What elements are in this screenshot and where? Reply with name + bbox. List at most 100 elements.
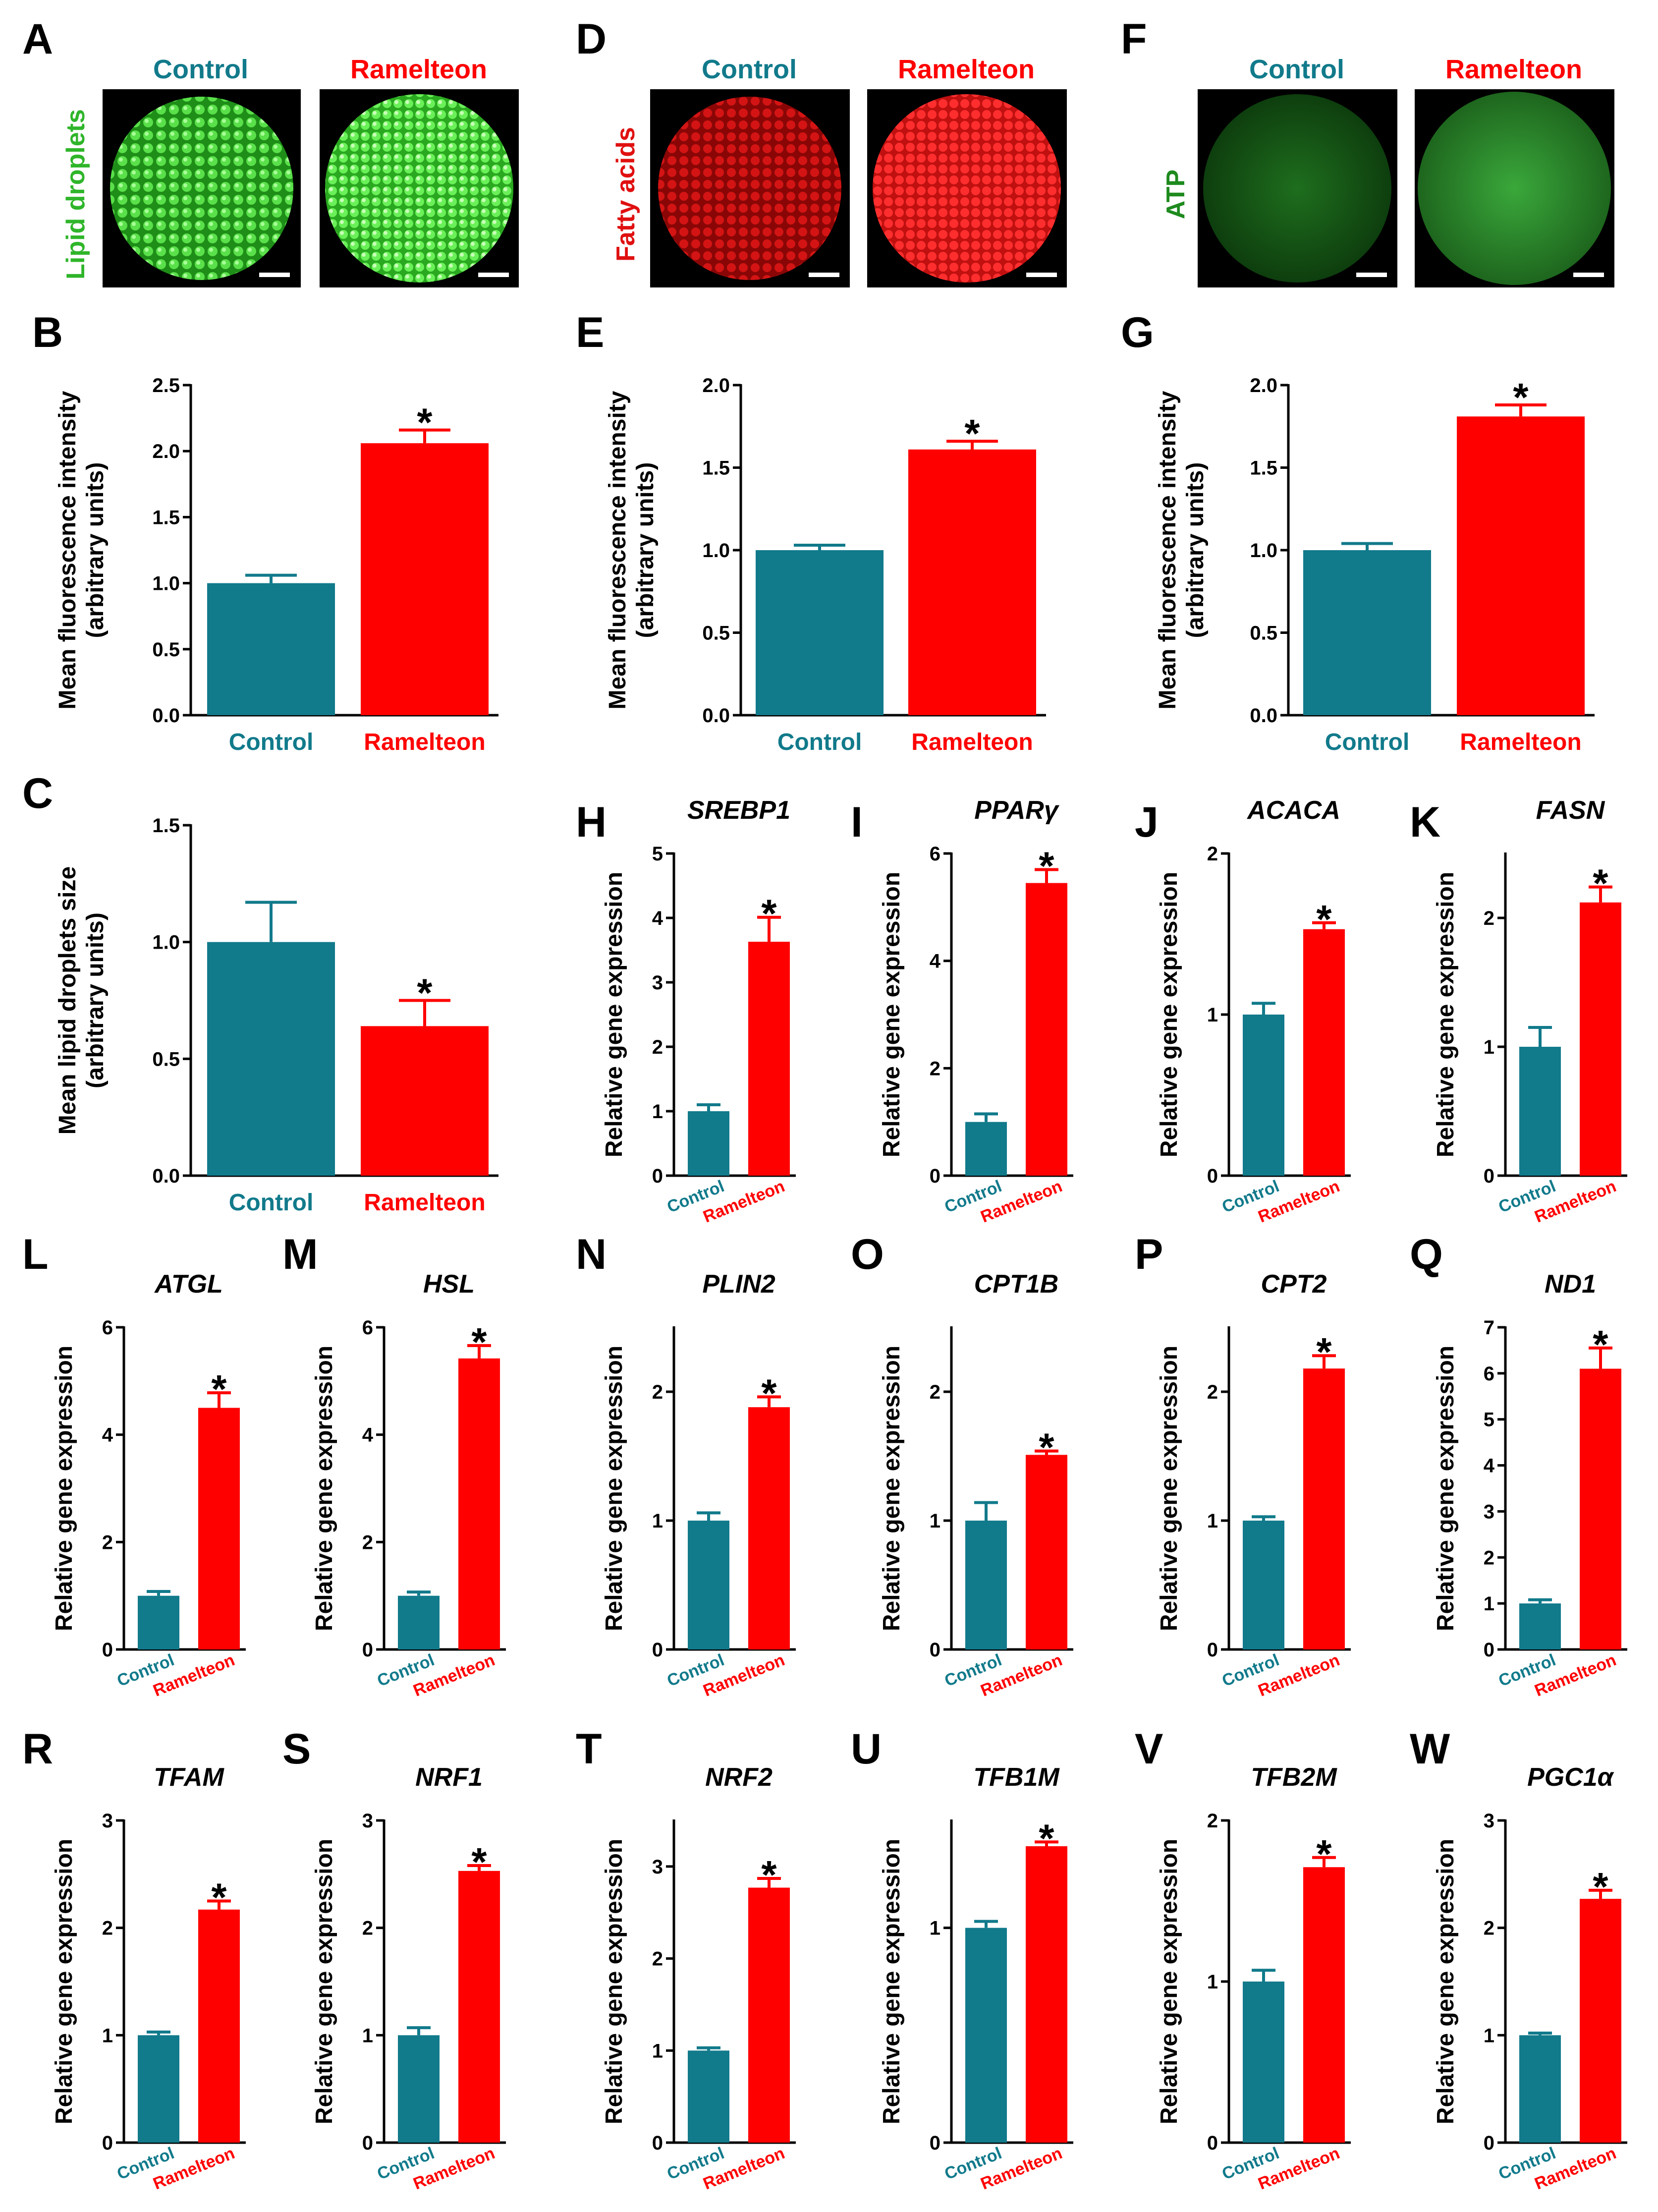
y-axis-label: Relative gene expression — [601, 1839, 627, 2124]
bar-ramelteon — [198, 1408, 240, 1649]
y-tick-label: 1.5 — [152, 815, 180, 837]
y-tick-label: 1 — [652, 1510, 663, 1532]
chart-panel-e: E Mean fluorescence intensity (arbitrary u… — [576, 309, 1046, 755]
bar-ramelteon — [908, 449, 1036, 715]
chart-title: ATGL — [154, 1270, 223, 1299]
image-title-control: Control — [1249, 55, 1344, 84]
x-category-label: Ramelteon — [364, 729, 485, 755]
panel-label-w: W — [1410, 1725, 1450, 1773]
bar-control — [965, 1122, 1007, 1176]
y-tick-label: 2 — [652, 1948, 663, 1970]
stain-label-lipid-droplets: Lipid droplets — [61, 109, 90, 280]
bar-control — [1303, 550, 1431, 715]
significance-marker: * — [761, 892, 777, 936]
chart-title: TFB1M — [973, 1763, 1060, 1792]
y-tick-label: 2 — [652, 1036, 663, 1058]
stain-label-fatty-acids: Fatty acids — [611, 127, 640, 262]
y-tick-label: 2 — [362, 1531, 373, 1553]
y-tick-label: 0 — [1207, 2132, 1218, 2154]
bar-ramelteon — [1303, 1368, 1345, 1649]
y-axis-label: Relative gene expression — [601, 872, 627, 1157]
y-tick-label: 6 — [930, 843, 940, 865]
significance-marker: * — [417, 400, 433, 445]
y-axis-label: Relative gene expression — [311, 1839, 337, 2124]
y-axis-label: Relative gene expression — [311, 1346, 337, 1631]
y-tick-label: 2 — [1484, 1918, 1494, 1939]
chart-panel-g: G Mean fluorescence intensity (arbitrary u… — [1121, 309, 1595, 755]
chart-title: CPT1B — [974, 1270, 1058, 1299]
bar-ramelteon — [1303, 1867, 1345, 2143]
bar-control — [756, 550, 884, 715]
chart-title: PPARγ — [974, 796, 1060, 825]
panel-label-p: P — [1135, 1231, 1163, 1278]
y-tick-label: 3 — [652, 1856, 663, 1878]
y-tick-label: 0.0 — [702, 705, 730, 727]
bar-ramelteon — [1457, 416, 1585, 715]
y-tick-label: 0 — [102, 1639, 113, 1661]
y-axis-label: (arbitrary units) — [1182, 462, 1209, 638]
y-axis-label: (arbitrary units) — [632, 462, 659, 638]
oocyte-control-lipid — [110, 97, 293, 280]
y-axis-label: Relative gene expression — [879, 1346, 905, 1631]
bar-control — [688, 2050, 729, 2143]
stain-label-atp: ATP — [1161, 170, 1190, 219]
y-tick-label: 4 — [1484, 1455, 1495, 1477]
y-tick-label: 0 — [652, 1165, 663, 1187]
significance-marker: * — [1316, 897, 1332, 941]
bar-ramelteon — [361, 443, 489, 715]
image-title-control: Control — [153, 55, 248, 84]
scale-bar — [809, 273, 839, 277]
y-axis-label: Mean fluorescence intensity — [55, 391, 81, 709]
bar-control — [965, 1928, 1007, 2143]
x-category-label: Control — [777, 729, 862, 755]
bar-control — [1519, 1047, 1561, 1176]
panel-label-h: H — [576, 798, 607, 846]
panel-label-d: D — [576, 15, 607, 63]
chart-title: TFB2M — [1251, 1763, 1337, 1792]
scale-bar — [1026, 273, 1057, 277]
chart-title: NRF2 — [705, 1763, 773, 1792]
chart-title: CPT2 — [1261, 1270, 1327, 1299]
y-tick-label: 6 — [362, 1317, 373, 1339]
y-tick-label: 0 — [1207, 1165, 1218, 1187]
y-axis-label: Relative gene expression — [1433, 872, 1459, 1157]
bar-control — [207, 942, 335, 1176]
chart-title: SREBP1 — [687, 796, 790, 825]
panel-label-u: U — [851, 1725, 882, 1773]
scale-bar — [1573, 273, 1604, 277]
significance-marker: * — [1593, 861, 1608, 906]
y-tick-label: 6 — [1484, 1363, 1494, 1385]
y-tick-label: 1 — [1207, 1510, 1218, 1532]
significance-marker: * — [761, 1371, 777, 1415]
bar-control — [1519, 2035, 1561, 2143]
x-category-label: Control — [1325, 729, 1410, 755]
bar-control — [138, 1595, 179, 1649]
panel-label-j: J — [1135, 798, 1159, 846]
y-tick-label: 2.0 — [1250, 375, 1277, 397]
y-tick-label: 4 — [930, 951, 941, 972]
y-tick-label: 4 — [102, 1424, 113, 1446]
y-axis-label: Relative gene expression — [601, 1346, 627, 1631]
y-tick-label: 2 — [652, 1381, 663, 1403]
significance-marker: * — [211, 1367, 227, 1411]
y-tick-label: 2.5 — [152, 375, 180, 397]
y-tick-label: 1 — [1207, 1004, 1218, 1026]
panel-label-q: Q — [1410, 1231, 1443, 1278]
bar-ramelteon — [748, 942, 790, 1176]
y-axis-label: Relative gene expression — [1156, 872, 1182, 1157]
chart-title: PGC1α — [1527, 1763, 1615, 1792]
panel-label-m: M — [282, 1231, 318, 1278]
y-tick-label: 0 — [1484, 2132, 1494, 2154]
y-tick-label: 1 — [362, 2025, 373, 2046]
y-tick-label: 0 — [362, 1639, 373, 1661]
bar-ramelteon — [748, 1887, 790, 2143]
bar-control — [138, 2035, 179, 2143]
significance-marker: * — [471, 1840, 487, 1884]
chart-title: TFAM — [154, 1763, 224, 1792]
